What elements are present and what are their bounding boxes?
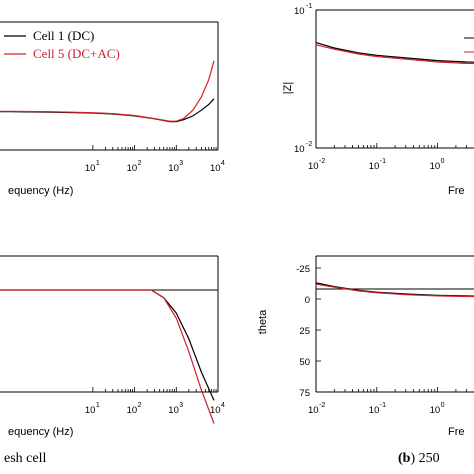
- series-line-cell-5-dc-ac-: [0, 289, 215, 424]
- x-tick-exp-3: 4: [221, 160, 225, 167]
- x-tick-exp-1: -1: [380, 158, 386, 165]
- x-tick-label-0: 10: [85, 405, 96, 416]
- y-tick-label-0: -25: [296, 264, 310, 275]
- y-tick-label-3: 50: [299, 357, 310, 368]
- tr-x-axis-label: Fre: [448, 185, 465, 197]
- series-line-series-1: [315, 283, 474, 298]
- series-line-cell-5-dc-ac-: [0, 60, 215, 122]
- legend-label-cell1: Cell 1 (DC): [33, 28, 94, 43]
- bl-x-axis-label: equency (Hz): [8, 426, 73, 438]
- x-tick-exp-0: -2: [319, 158, 325, 165]
- x-tick-exp-1: 2: [138, 160, 142, 167]
- x-tick-label-0: 10: [85, 163, 96, 174]
- panel-bottom-left: 10 1 10 2 10 3 10 4 equency (Hz): [0, 255, 225, 438]
- legend-label-cell5: Cell 5 (DC+AC): [33, 46, 120, 61]
- y-tick-label-4: 75: [299, 388, 310, 399]
- x-tick-label-0: 10: [308, 405, 319, 416]
- x-tick-label-2: 10: [168, 405, 179, 416]
- x-tick-label-2: 10: [430, 405, 441, 416]
- series-line-series-0: [315, 42, 474, 63]
- x-tick-exp-0: -2: [319, 402, 325, 409]
- x-tick-label-1: 10: [127, 163, 138, 174]
- panel-top-left: 10 1 10 2 10 3 10 4 Cell 1 (DC) Cell 5 (DC+AC) …: [0, 21, 225, 197]
- series-line-cell-1-dc-: [0, 98, 215, 123]
- tr-y-axis-label: |Z|: [282, 82, 294, 94]
- x-tick-exp-1: 2: [138, 402, 142, 409]
- x-tick-exp-2: 3: [179, 402, 183, 409]
- x-tick-exp-0: 1: [96, 160, 100, 167]
- y-tick-label-2: 25: [299, 326, 310, 337]
- x-tick-exp-2: 3: [179, 160, 183, 167]
- y-tick-label-1: 0: [305, 295, 310, 306]
- x-tick-exp-2: 0: [441, 402, 445, 409]
- caption-left: esh cell: [4, 451, 46, 466]
- br-x-axis-label: Fre: [448, 426, 465, 438]
- y-tick-exp-1: -2: [306, 141, 312, 148]
- x-tick-label-0: 10: [308, 161, 319, 172]
- x-tick-exp-2: 0: [441, 158, 445, 165]
- series-line-cell-1-dc-: [0, 289, 215, 401]
- y-tick-label-1: 10: [294, 144, 305, 155]
- series-line-series-0: [315, 282, 474, 297]
- series-line-series-1: [315, 44, 474, 65]
- x-tick-label-1: 10: [369, 161, 380, 172]
- y-tick-label-0: 10: [294, 6, 305, 17]
- x-tick-exp-0: 1: [96, 402, 100, 409]
- y-tick-exp-0: -1: [306, 3, 312, 10]
- x-tick-label-3: 10: [210, 163, 221, 174]
- x-tick-exp-1: -1: [380, 402, 386, 409]
- x-tick-label-1: 10: [127, 405, 138, 416]
- caption-right: (b) 250: [398, 451, 440, 466]
- x-tick-label-2: 10: [430, 161, 441, 172]
- x-tick-label-2: 10: [168, 163, 179, 174]
- tl-x-axis-label: equency (Hz): [8, 185, 73, 197]
- x-tick-exp-3: 4: [221, 402, 225, 409]
- caption-right-bold: (b: [398, 451, 411, 466]
- x-tick-label-1: 10: [369, 405, 380, 416]
- caption-right-rest: ) 250: [410, 451, 439, 466]
- br-y-axis-label: theta: [257, 309, 269, 334]
- legend: Cell 1 (DC) Cell 5 (DC+AC): [4, 28, 120, 61]
- x-tick-label-3: 10: [210, 405, 221, 416]
